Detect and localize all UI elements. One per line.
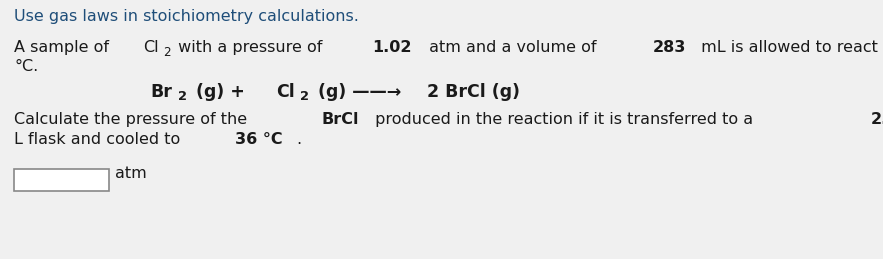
- Text: atm and a volume of: atm and a volume of: [424, 40, 601, 55]
- Text: L flask and cooled to: L flask and cooled to: [14, 132, 185, 147]
- Text: atm: atm: [115, 166, 147, 181]
- Text: Calculate the pressure of the: Calculate the pressure of the: [14, 112, 253, 127]
- Text: Br: Br: [150, 83, 172, 101]
- Text: 2: 2: [300, 90, 309, 104]
- Text: (g) +: (g) +: [190, 83, 257, 101]
- Text: produced in the reaction if it is transferred to a: produced in the reaction if it is transf…: [370, 112, 758, 127]
- Text: 283: 283: [653, 40, 686, 55]
- Text: 2.06-: 2.06-: [871, 112, 883, 127]
- Text: with a pressure of: with a pressure of: [173, 40, 328, 55]
- FancyBboxPatch shape: [14, 169, 109, 191]
- Text: Use gas laws in stoichiometry calculations.: Use gas laws in stoichiometry calculatio…: [14, 9, 358, 24]
- Text: .: .: [297, 132, 302, 147]
- Text: (g) ——→: (g) ——→: [312, 83, 401, 101]
- Text: A sample of: A sample of: [14, 40, 114, 55]
- Text: 36 °C: 36 °C: [235, 132, 283, 147]
- Text: Cl: Cl: [276, 83, 295, 101]
- Text: BrCl: BrCl: [321, 112, 358, 127]
- Text: °C.: °C.: [14, 59, 38, 74]
- Text: Cl: Cl: [143, 40, 159, 55]
- Text: 2: 2: [178, 90, 187, 104]
- Text: 1.02: 1.02: [373, 40, 412, 55]
- Text: mL is allowed to react with excess: mL is allowed to react with excess: [696, 40, 883, 55]
- Text: 2: 2: [163, 46, 171, 59]
- Text: 2 BrCl (g): 2 BrCl (g): [427, 83, 520, 101]
